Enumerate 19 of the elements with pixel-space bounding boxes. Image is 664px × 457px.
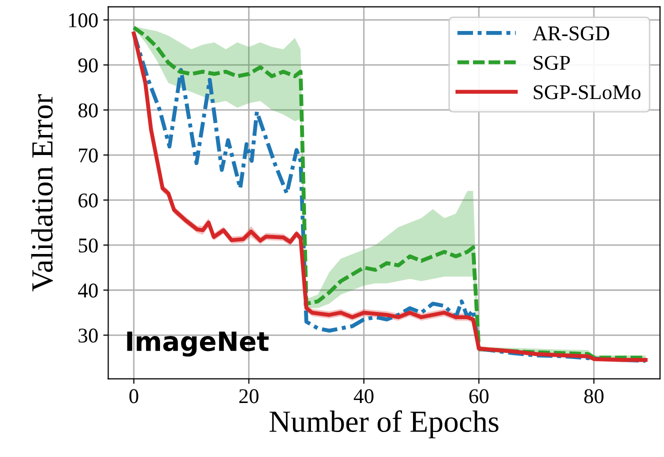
x-tick-label: 0 bbox=[129, 389, 138, 404]
y-tick-label: 80 bbox=[78, 103, 98, 118]
y-tick-label: 100 bbox=[69, 13, 98, 28]
legend-label: SGP-SLoMo bbox=[534, 85, 640, 100]
y-tick-label: 40 bbox=[78, 284, 98, 298]
x-tick-label: 40 bbox=[354, 389, 374, 404]
y-tick-label: 70 bbox=[79, 148, 98, 162]
y-tick-label: 60 bbox=[78, 193, 98, 208]
legend-label: AR-SGD bbox=[532, 26, 610, 40]
legend-label: SGP bbox=[534, 56, 570, 70]
annotation: ImageNet bbox=[127, 332, 269, 357]
y-tick-label: 90 bbox=[78, 58, 98, 72]
y-axis-title: Validation Error bbox=[31, 94, 53, 292]
y-tick-label: 50 bbox=[78, 238, 98, 253]
y-tick-label: 30 bbox=[78, 328, 98, 343]
x-axis-title: Number of Epochs bbox=[270, 410, 498, 438]
x-tick-label: 60 bbox=[469, 389, 488, 404]
x-tick-label: 20 bbox=[239, 389, 258, 404]
x-tick-label: 80 bbox=[584, 389, 604, 404]
